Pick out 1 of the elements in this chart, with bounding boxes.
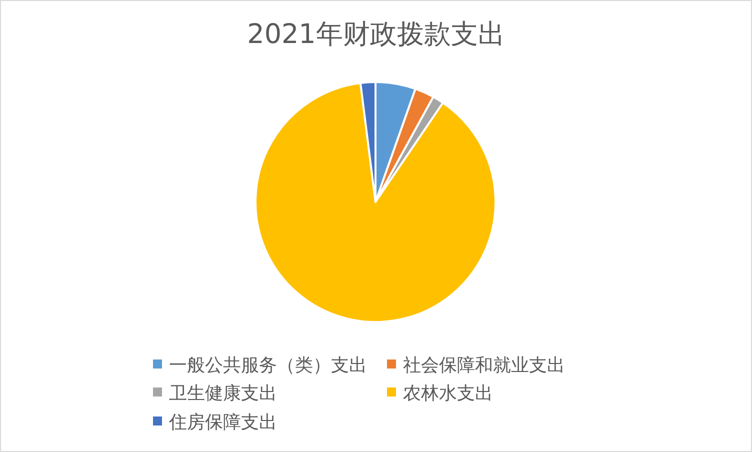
title: 2021年财政拨款支出 [247, 19, 505, 50]
